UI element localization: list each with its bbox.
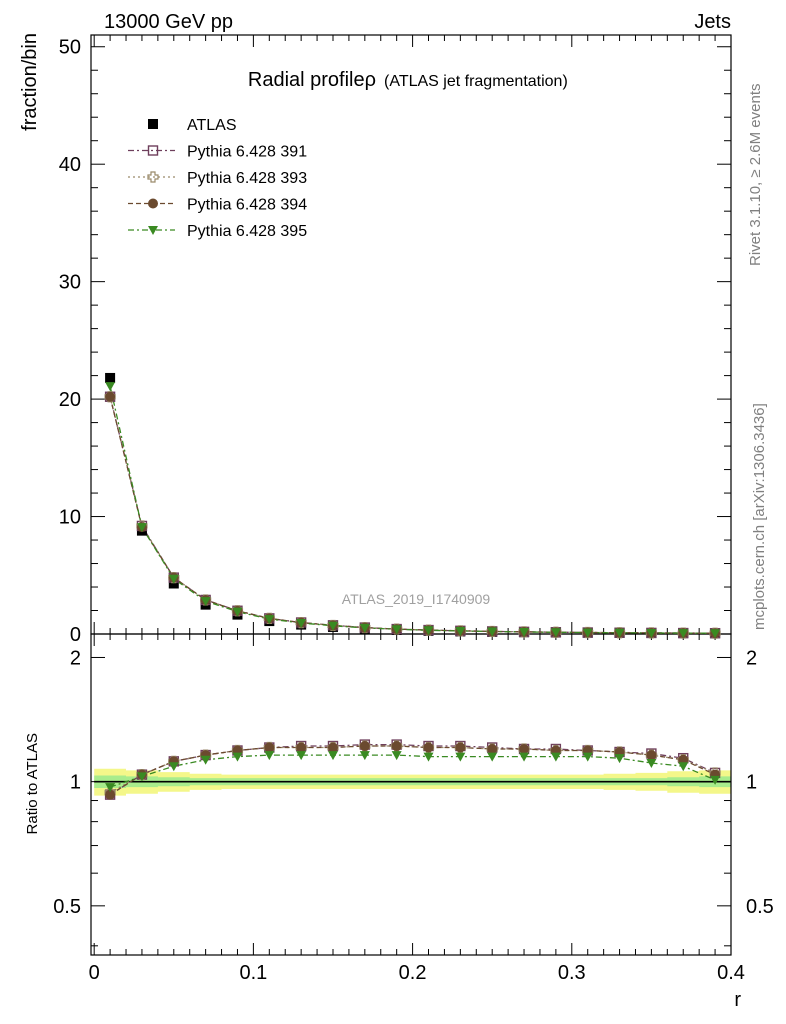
legend-label-pythia-6-428-393: Pythia 6.428 393 xyxy=(187,170,307,187)
legend-marker-atlas xyxy=(148,119,158,129)
side-text-rivet: Rivet 3.1.10, ≥ 2.6M events xyxy=(747,84,764,267)
chart-title-main: Radial profileρ xyxy=(248,69,376,91)
point-pythia-6-428-395 xyxy=(296,618,307,628)
legend-marker-pythia-6-428-394 xyxy=(148,198,158,209)
legend-label-pythia-6-428-395: Pythia 6.428 395 xyxy=(187,223,307,240)
x-tick-label: 0.2 xyxy=(399,962,427,984)
ratio-point-pythia-6-428-395 xyxy=(359,751,370,761)
y-axis-label-bottom: Ratio to ATLAS xyxy=(24,733,41,834)
point-pythia-6-428-395 xyxy=(136,523,147,533)
ratio-point-pythia-6-428-394 xyxy=(327,742,338,753)
top-y-tick-label: 10 xyxy=(59,507,81,529)
point-atlas xyxy=(105,372,116,383)
series-markers xyxy=(104,372,721,800)
point-pythia-6-428-395 xyxy=(359,623,370,633)
x-axis-label: r xyxy=(734,989,741,1011)
top-y-tick-label: 30 xyxy=(59,272,81,294)
ratio-point-pythia-6-428-395 xyxy=(550,752,561,762)
ratio-point-pythia-6-428-395 xyxy=(614,754,625,764)
point-pythia-6-428-395 xyxy=(614,628,625,638)
chart-text: 13000 GeV pp Jets Radial profileρ (ATLAS… xyxy=(19,11,768,1011)
side-text-mcplots: mcplots.cern.ch [arXiv:1306.3436] xyxy=(751,403,768,630)
chart-title-sub: (ATLAS jet fragmentation) xyxy=(384,73,568,90)
point-pythia-6-428-395 xyxy=(391,625,402,635)
y-axis-label-top: fraction/bin xyxy=(19,33,41,131)
ratio-point-pythia-6-428-394 xyxy=(646,750,657,761)
ratio-point-pythia-6-428-395 xyxy=(646,758,657,768)
point-pythia-6-428-394 xyxy=(105,391,116,402)
ratio-point-pythia-6-428-395 xyxy=(327,751,338,761)
x-tick-label: 0.4 xyxy=(717,962,745,984)
header-left: 13000 GeV pp xyxy=(104,11,233,33)
x-tick-label: 0 xyxy=(89,962,100,984)
legend-label-pythia-6-428-394: Pythia 6.428 394 xyxy=(187,197,307,214)
bottom-y-tick-label-right: 0.5 xyxy=(746,896,774,918)
ratio-point-pythia-6-428-395 xyxy=(423,752,434,762)
legend-marker-pythia-6-428-391 xyxy=(147,145,159,156)
ratio-point-pythia-6-428-394 xyxy=(455,742,466,753)
point-pythia-6-428-395 xyxy=(710,629,721,639)
watermark: ATLAS_2019_I1740909 xyxy=(342,591,491,607)
point-pythia-6-428-395 xyxy=(487,627,498,637)
ratio-point-pythia-6-428-394 xyxy=(391,741,402,752)
ratio-point-pythia-6-428-395 xyxy=(200,755,211,765)
ratio-point-pythia-6-428-395 xyxy=(232,752,243,762)
ratio-bands xyxy=(94,768,731,796)
ratio-point-pythia-6-428-395 xyxy=(105,783,116,793)
x-tick-label: 0.3 xyxy=(558,962,586,984)
ratio-point-pythia-6-428-395 xyxy=(136,772,147,782)
ratio-point-pythia-6-428-395 xyxy=(678,762,689,772)
ratio-point-pythia-6-428-395 xyxy=(391,751,402,761)
point-pythia-6-428-395 xyxy=(200,597,211,607)
bottom-panel-frame xyxy=(90,35,732,956)
point-pythia-6-428-395 xyxy=(582,628,593,638)
ratio-point-pythia-6-428-395 xyxy=(264,751,275,761)
top-y-tick-label: 20 xyxy=(59,389,81,411)
ratio-point-pythia-6-428-394 xyxy=(359,741,370,752)
top-y-tick-label: 0 xyxy=(70,624,81,646)
point-pythia-6-428-395 xyxy=(519,627,530,637)
header-right: Jets xyxy=(694,11,731,33)
point-pythia-6-428-395 xyxy=(105,382,116,392)
legend: ATLAS Pythia 6.428 391 Pythia 6.428 393 Pyt… xyxy=(128,117,307,240)
point-pythia-6-428-395 xyxy=(168,574,179,584)
ratio-line-pythia-6-428-395 xyxy=(109,754,716,788)
point-pythia-6-428-395 xyxy=(550,628,561,638)
ratio-point-pythia-6-428-394 xyxy=(487,743,498,754)
ratio-point-pythia-6-428-395 xyxy=(487,752,498,762)
legend-marker-pythia-6-428-395 xyxy=(148,226,158,235)
point-pythia-6-428-395 xyxy=(678,629,689,639)
ratio-point-pythia-6-428-394 xyxy=(264,742,275,753)
ratio-point-pythia-6-428-395 xyxy=(296,751,307,761)
bottom-y-tick-label: 2 xyxy=(70,647,81,669)
legend-label-atlas: ATLAS xyxy=(187,117,237,134)
ratio-point-pythia-6-428-394 xyxy=(296,742,307,753)
ratio-point-pythia-6-428-394 xyxy=(423,742,434,753)
point-pythia-6-428-395 xyxy=(327,621,338,631)
legend-label-pythia-6-428-391: Pythia 6.428 391 xyxy=(187,144,307,161)
point-pythia-6-428-395 xyxy=(232,607,243,617)
point-pythia-6-428-395 xyxy=(646,628,657,638)
bottom-y-tick-label-right: 1 xyxy=(746,772,757,794)
point-pythia-6-428-395 xyxy=(264,615,275,625)
top-y-tick-label: 50 xyxy=(59,37,81,59)
bottom-y-tick-label-right: 2 xyxy=(746,647,757,669)
bottom-panel-border xyxy=(90,633,732,956)
bottom-y-tick-label: 1 xyxy=(70,772,81,794)
legend-marker-pythia-6-428-393 xyxy=(147,171,159,183)
ratio-point-pythia-6-428-395 xyxy=(519,752,530,762)
top-y-tick-label: 40 xyxy=(59,154,81,176)
ratio-point-pythia-6-428-395 xyxy=(582,752,593,762)
ratio-point-pythia-6-428-395 xyxy=(710,775,721,785)
ratio-point-pythia-6-428-395 xyxy=(168,762,179,772)
ratio-point-pythia-6-428-394 xyxy=(519,743,530,754)
bottom-y-tick-label: 0.5 xyxy=(53,896,81,918)
tick-labels: 0 0.1 0.2 0.3 0.4 0 10 20 30 40 50 0.5 0.5 1 1 2 2 xyxy=(53,37,774,984)
point-pythia-6-428-395 xyxy=(455,626,466,636)
point-pythia-6-428-395 xyxy=(423,626,434,636)
ratio-point-pythia-6-428-395 xyxy=(455,752,466,762)
ratio-point-pythia-6-428-394 xyxy=(105,789,116,800)
x-tick-label: 0.1 xyxy=(239,962,267,984)
